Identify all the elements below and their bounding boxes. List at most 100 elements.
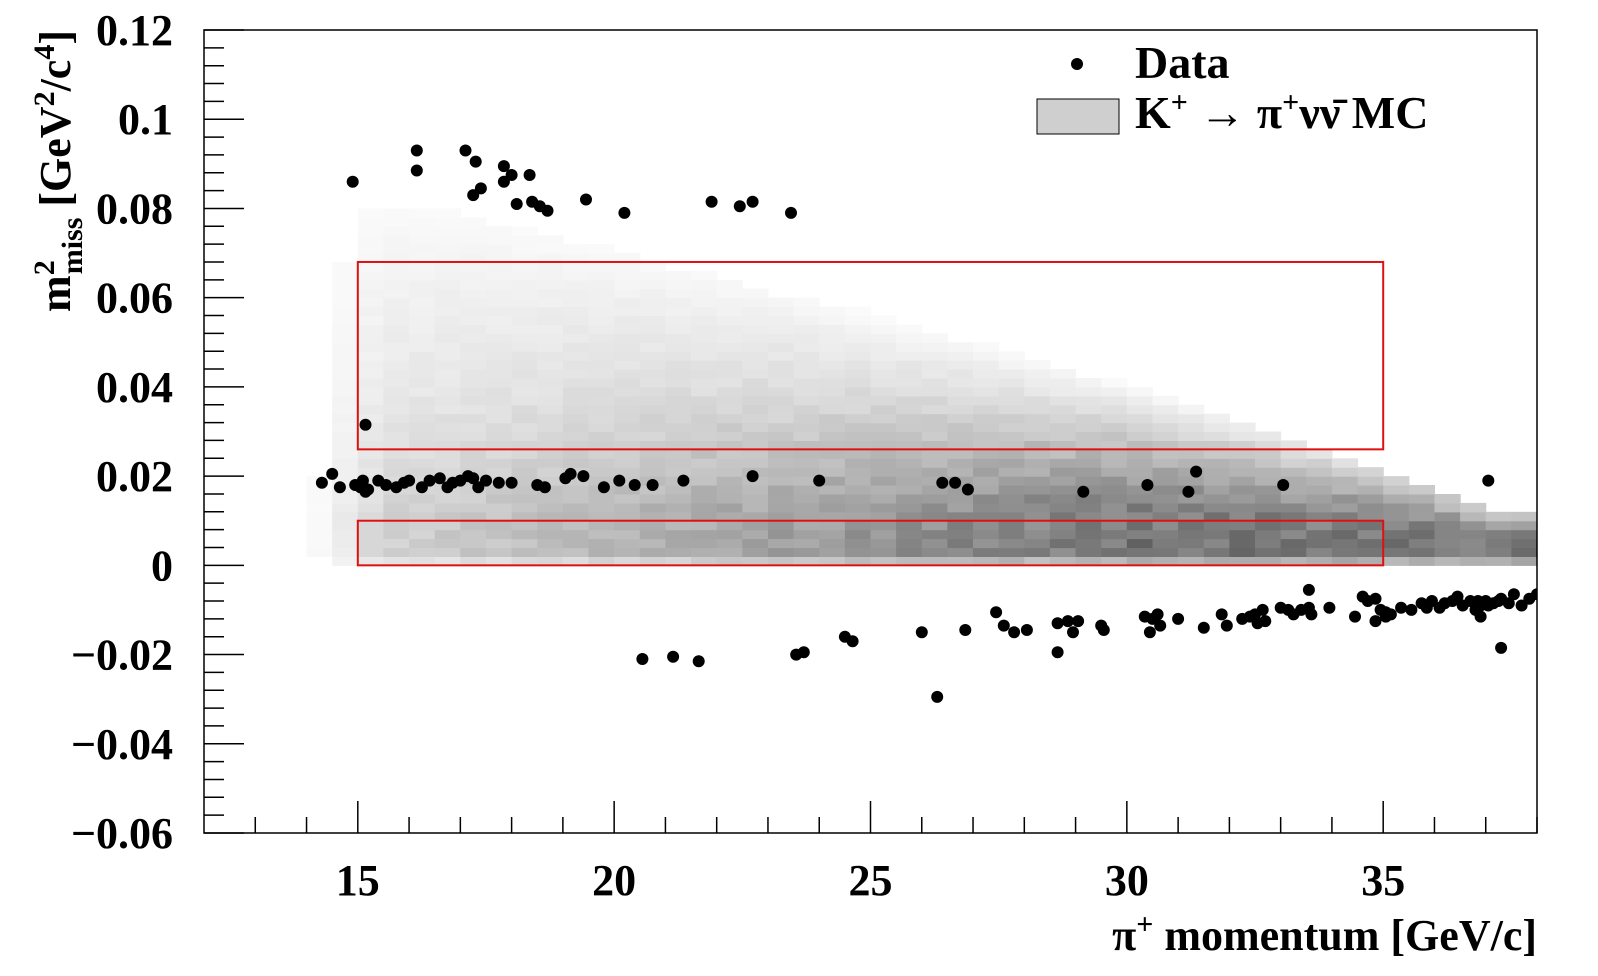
mc-bin (870, 422, 897, 433)
mc-bin (639, 494, 666, 504)
mc-bin (614, 449, 641, 459)
mc-bin (332, 494, 359, 504)
mc-bin (1049, 529, 1077, 540)
mc-bin (1434, 556, 1461, 566)
mc-bin (332, 324, 359, 334)
mc-bin (409, 404, 436, 415)
mc-bin (434, 538, 461, 549)
mc-bin (486, 386, 513, 397)
mc-bin (768, 476, 795, 486)
data-point (359, 418, 372, 431)
mc-bin (562, 315, 590, 325)
mc-bin (460, 413, 487, 424)
data-point (618, 206, 631, 219)
mc-bin (460, 279, 487, 290)
mc-bin (614, 467, 641, 477)
mc-bin (1306, 494, 1333, 504)
mc-bin (716, 467, 743, 477)
mc-bin (716, 556, 743, 566)
mc-bin (1255, 547, 1282, 557)
data-point (423, 474, 436, 487)
mc-bin (665, 449, 692, 459)
mc-bin (332, 279, 359, 290)
mc-bin (1024, 520, 1051, 531)
mc-bin (383, 360, 410, 370)
data-point (467, 472, 480, 485)
mc-bin (691, 279, 718, 290)
mc-bin (870, 494, 897, 504)
mc-bin (947, 386, 974, 397)
mc-bin (973, 413, 1000, 424)
mc-bin (383, 279, 410, 290)
mc-bin (1178, 502, 1205, 513)
mc-bin (1511, 529, 1537, 540)
mc-bin (768, 342, 795, 352)
mc-bin (742, 538, 769, 549)
mc-bin (844, 494, 872, 504)
mc-bin (460, 306, 487, 317)
mc-bin (409, 208, 436, 218)
mc-bin (1101, 378, 1128, 388)
mc-bin (486, 369, 513, 379)
mc-bin (768, 395, 795, 406)
mc-bin (562, 422, 590, 433)
mc-bin (434, 360, 461, 370)
mc-bin (614, 413, 641, 424)
mc-bin (588, 270, 615, 281)
mc-bin (1229, 547, 1256, 557)
mc-bin (562, 324, 590, 334)
mc-bin (409, 244, 436, 254)
mc-bin (434, 413, 461, 424)
mc-bin (921, 342, 948, 352)
mc-bin (819, 315, 846, 325)
signal-regions (356, 260, 1385, 567)
mc-density-map (306, 208, 1537, 566)
mc-bin (511, 244, 538, 254)
mc-bin (998, 458, 1025, 468)
mc-bin (383, 351, 410, 361)
mc-bin (844, 315, 872, 325)
y-tick-label: 0 (151, 541, 173, 590)
mc-bin (332, 422, 359, 433)
mc-bin (357, 288, 384, 299)
mc-bin (332, 378, 359, 388)
mc-bin (691, 502, 718, 513)
mc-bin (973, 404, 1000, 415)
x-tick-label: 15 (336, 856, 380, 905)
mc-bin (332, 467, 359, 477)
mc-bin (383, 270, 410, 281)
mc-bin (383, 404, 410, 415)
mc-bin (562, 431, 590, 441)
mc-bin (383, 262, 410, 272)
mc-bin (1024, 547, 1051, 557)
mc-bin (1075, 476, 1102, 486)
mc-bin (870, 333, 897, 343)
mc-bin (870, 315, 897, 325)
mc-bin (1306, 485, 1333, 495)
mc-bin (665, 431, 692, 441)
mc-bin (1178, 458, 1205, 468)
mc-bin (921, 502, 948, 513)
mc-bin (383, 208, 410, 218)
mc-bin (383, 226, 410, 236)
mc-bin (409, 369, 436, 379)
mc-bin (716, 297, 743, 308)
data-point (1197, 621, 1210, 634)
mc-bin (921, 494, 948, 504)
mc-bin (511, 529, 538, 540)
mc-bin (870, 369, 897, 379)
mc-bin (998, 520, 1025, 531)
mc-bin (357, 315, 384, 325)
mc-bin (768, 431, 795, 441)
mc-bin (921, 431, 948, 441)
legend-mc-marker (1036, 98, 1120, 135)
mc-bin (716, 378, 743, 388)
mc-bin (434, 431, 461, 441)
mc-bin (716, 386, 743, 397)
mc-bin (896, 386, 923, 397)
mc-bin (639, 360, 666, 370)
mc-bin (819, 431, 846, 441)
mc-bin (844, 369, 872, 379)
data-point (785, 206, 797, 219)
mc-bin (844, 458, 872, 468)
